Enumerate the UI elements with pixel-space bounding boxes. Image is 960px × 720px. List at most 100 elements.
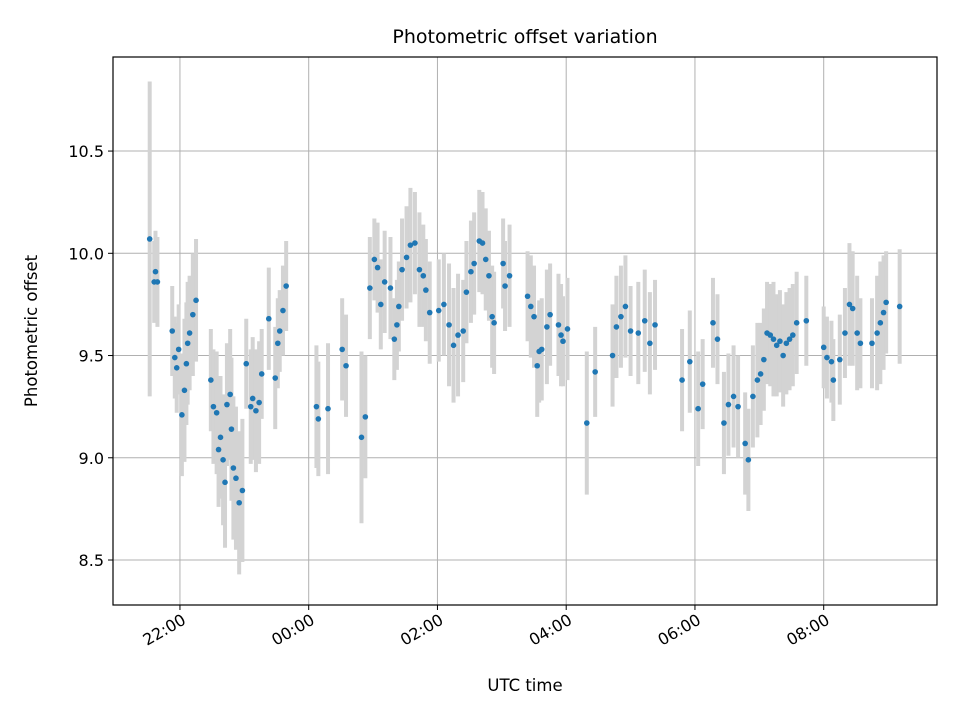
data-point (172, 354, 178, 361)
data-point (710, 320, 716, 326)
data-point (367, 285, 373, 291)
data-point (767, 332, 774, 338)
data-point (283, 283, 289, 289)
data-point (441, 301, 447, 308)
data-point (423, 287, 429, 293)
y-tick-label: 9.5 (79, 347, 104, 366)
data-point (426, 309, 433, 316)
data-point (220, 457, 226, 463)
data-point (420, 272, 427, 279)
data-point (584, 420, 590, 426)
data-point (154, 279, 161, 285)
data-point (780, 352, 786, 359)
data-point (883, 299, 889, 306)
data-point (468, 268, 474, 275)
data-point (391, 336, 398, 342)
data-point (396, 303, 402, 310)
data-point (777, 338, 783, 345)
data-point (233, 475, 239, 482)
data-point (618, 313, 624, 320)
data-point (714, 336, 721, 342)
data-point (362, 414, 369, 420)
data-point (544, 324, 550, 330)
data-point (258, 371, 265, 377)
data-point (179, 412, 185, 418)
data-point (224, 401, 230, 408)
data-point (239, 487, 246, 494)
data-point (230, 465, 237, 471)
data-point (169, 328, 176, 334)
data-point (842, 330, 848, 336)
y-tick-label: 9.0 (79, 449, 104, 468)
data-point (479, 240, 486, 246)
data-point (564, 326, 571, 332)
data-point (387, 285, 394, 291)
data-point (247, 403, 254, 410)
data-point (627, 328, 634, 334)
data-point (820, 344, 827, 351)
y-axis-label: Photometric offset (22, 254, 41, 407)
data-point (181, 387, 188, 394)
data-point (560, 338, 566, 345)
data-point (770, 336, 777, 342)
data-point (416, 266, 423, 273)
data-point (343, 362, 349, 369)
data-point (830, 377, 837, 383)
data-point (265, 315, 272, 322)
data-point (407, 242, 414, 248)
data-point (558, 332, 564, 338)
data-point (463, 289, 470, 295)
data-point (450, 342, 457, 349)
data-point (854, 330, 860, 336)
data-point (184, 340, 191, 347)
data-point (243, 360, 250, 367)
data-point (210, 403, 217, 410)
data-point (489, 313, 495, 320)
data-point (609, 352, 616, 359)
data-point (502, 283, 508, 289)
data-point (761, 356, 767, 363)
data-point (547, 311, 553, 318)
data-point (824, 354, 830, 361)
data-point (175, 346, 182, 353)
data-point (193, 297, 199, 304)
data-point (652, 322, 658, 328)
data-point (506, 272, 513, 279)
data-point (836, 356, 843, 363)
data-point (750, 393, 756, 400)
data-point (742, 440, 748, 447)
data-point (491, 320, 497, 326)
data-point (280, 307, 286, 314)
data-point (173, 365, 180, 371)
data-point (272, 375, 279, 381)
data-point (500, 260, 506, 267)
data-point (735, 403, 741, 410)
data-point (358, 434, 365, 441)
data-point (828, 358, 835, 365)
data-point (790, 332, 796, 338)
data-point (555, 322, 562, 328)
data-point (227, 391, 233, 398)
data-point (374, 264, 381, 271)
data-point (786, 336, 793, 342)
data-point (213, 409, 220, 416)
data-point (399, 266, 405, 273)
data-point (622, 303, 629, 310)
data-point (222, 479, 228, 486)
data-point (803, 317, 810, 324)
data-point (471, 260, 477, 267)
data-point (215, 446, 222, 453)
data-point (208, 377, 214, 383)
data-point (378, 301, 384, 308)
y-tick-label: 8.5 (79, 551, 104, 570)
data-point (725, 401, 732, 408)
data-point (315, 416, 322, 422)
chart-title: Photometric offset variation (392, 26, 657, 48)
data-point (446, 322, 452, 328)
data-point (745, 457, 752, 463)
data-point (249, 395, 256, 402)
data-point (783, 340, 790, 347)
data-point (699, 381, 706, 387)
